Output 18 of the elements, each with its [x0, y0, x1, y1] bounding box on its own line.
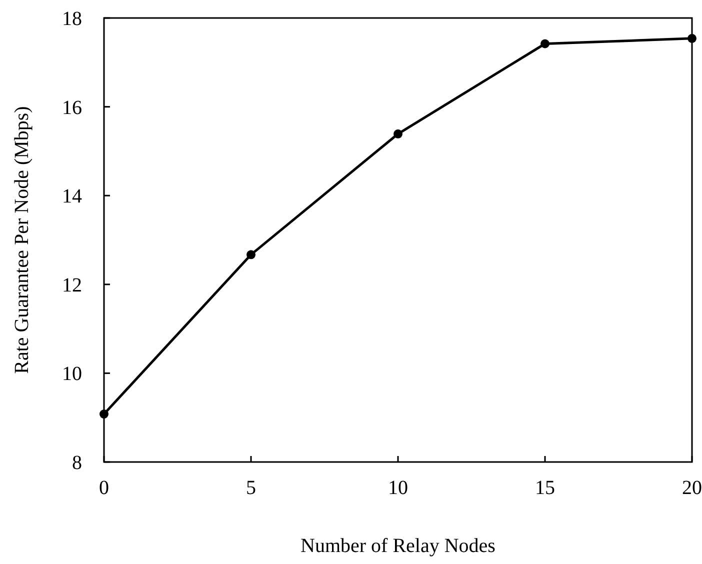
x-tick-label: 5	[246, 477, 256, 499]
point	[100, 410, 108, 419]
y-tick-label: 12	[62, 274, 82, 296]
point	[688, 34, 696, 43]
y-tick-label: 10	[62, 363, 82, 386]
point	[540, 39, 550, 48]
x-tick-label: 15	[535, 477, 555, 499]
y-tick-label: 8	[72, 452, 82, 474]
y-axis-title: Rate Guarantee Per Node (Mbps)	[11, 106, 33, 374]
point	[246, 250, 256, 260]
x-tick-label: 20	[682, 477, 702, 499]
x-tick-label: 0	[99, 477, 109, 499]
x-tick-label: 10	[388, 477, 408, 499]
point	[394, 129, 402, 138]
y-tick-label: 14	[62, 186, 82, 208]
y-tick-label: 16	[62, 96, 82, 119]
y-tick-label: 18	[62, 8, 82, 30]
x-axis-title: Number of Relay Nodes	[300, 535, 496, 557]
